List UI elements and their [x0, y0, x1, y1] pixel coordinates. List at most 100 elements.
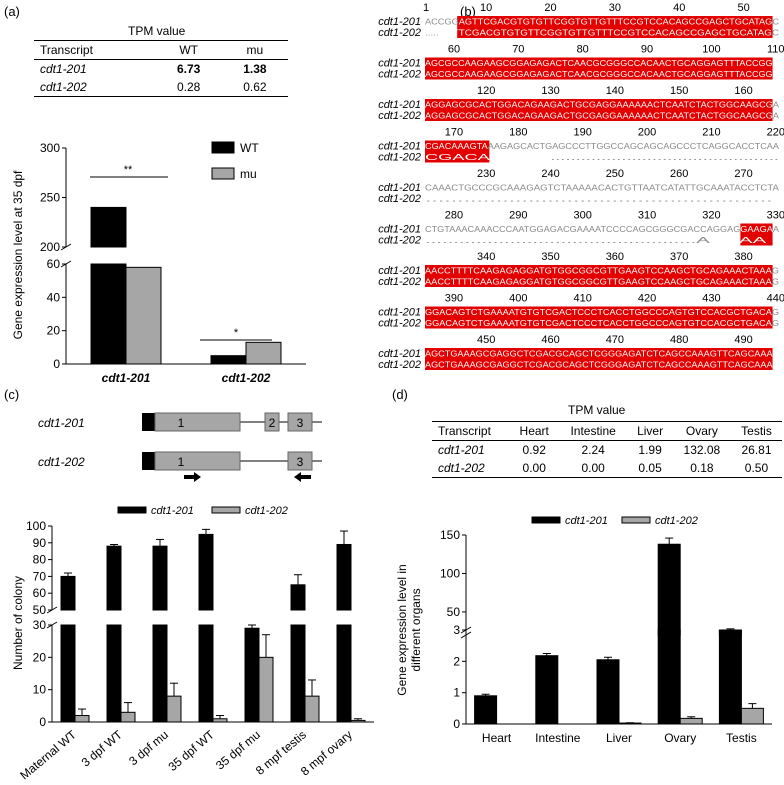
base: A — [596, 112, 603, 121]
base: A — [500, 267, 507, 276]
base: G — [510, 18, 517, 27]
base: C — [702, 142, 709, 151]
base: T — [690, 184, 696, 193]
base: A — [729, 267, 736, 276]
base: C — [657, 267, 664, 276]
base: . — [625, 195, 631, 204]
sequence-name: cdt1-202 — [378, 276, 421, 288]
base: G — [529, 70, 536, 79]
base: T — [717, 350, 723, 359]
base: T — [588, 18, 594, 27]
identity-highlight — [425, 140, 490, 152]
panel-label-b: (b) — [460, 4, 476, 19]
base: G — [492, 267, 499, 276]
position-tick: 180 — [509, 127, 527, 139]
base: A — [767, 225, 774, 234]
base: G — [575, 350, 582, 359]
base: T — [444, 225, 450, 234]
base: A — [480, 267, 487, 276]
base: G — [516, 59, 523, 68]
legend-label-201: cdt1-201 — [151, 505, 194, 517]
base: T — [468, 278, 474, 287]
base: C — [486, 184, 493, 193]
position-tick: 200 — [638, 127, 656, 139]
base: C — [748, 184, 755, 193]
x-tick-label: cdt1-201 — [102, 371, 151, 385]
base: G — [703, 59, 710, 68]
base: T — [562, 70, 568, 79]
base: G — [741, 350, 748, 359]
base: . — [657, 195, 663, 204]
base: C — [641, 29, 648, 38]
y-tick-label: 3 — [453, 623, 460, 637]
sequence-text: AGCTGAAAGCGAGGCTCGACGCAGCTCGGGAGATCTCAGC… — [425, 350, 773, 359]
base: . — [572, 236, 578, 245]
base: T — [552, 278, 558, 287]
base: G — [552, 319, 559, 328]
base: C — [452, 70, 459, 79]
base: A — [451, 142, 458, 151]
base: A — [585, 184, 592, 193]
base: G — [715, 142, 722, 151]
base: . — [764, 153, 769, 162]
base: A — [452, 319, 459, 328]
base: A — [635, 361, 642, 370]
base: T — [696, 142, 702, 151]
base: T — [465, 308, 471, 317]
base: . — [632, 153, 637, 162]
base: . — [442, 236, 448, 245]
bar-cdt1-201 — [718, 629, 742, 636]
base: . — [708, 153, 713, 162]
base: A — [717, 184, 724, 193]
base: G — [526, 184, 534, 193]
x-tick-label: 8 mpf ovary — [298, 728, 355, 779]
bar-cdt1-202 — [212, 718, 228, 723]
base: T — [572, 319, 578, 328]
base: . — [728, 153, 733, 162]
base: C — [616, 308, 623, 317]
base: G — [509, 70, 516, 79]
base: . — [759, 153, 764, 162]
base: . — [451, 195, 457, 204]
base: A — [735, 278, 742, 287]
base: G — [507, 29, 515, 38]
bar-cdt1-201 — [596, 659, 620, 725]
base: T — [683, 112, 689, 121]
y-tick-label: 10 — [33, 683, 47, 697]
base: G — [624, 184, 632, 193]
table-cell: 2.24 — [581, 443, 605, 457]
sequence-name: cdt1-202 — [378, 359, 421, 371]
base: G — [452, 18, 459, 27]
base: A — [709, 18, 716, 27]
sequence-name: cdt1-201 — [378, 307, 421, 319]
base: A — [580, 59, 587, 68]
position-tick: 300 — [574, 210, 592, 222]
base: A — [696, 236, 711, 245]
base: G — [465, 101, 472, 110]
base: A — [538, 112, 545, 121]
base: G — [523, 18, 530, 27]
base: G — [638, 267, 645, 276]
base: T — [534, 29, 540, 38]
base: T — [585, 142, 591, 151]
base: G — [638, 278, 645, 287]
base: G — [530, 112, 537, 121]
base: G — [470, 142, 477, 151]
base: A — [746, 101, 753, 110]
base: C — [690, 29, 697, 38]
base: C — [689, 18, 696, 27]
base: G — [526, 267, 533, 276]
sequence-text: CGACAAAGTAAAGAGCACTGAGCCCTTGGCCAGCAGCAGC… — [425, 142, 780, 151]
base: A — [754, 361, 761, 370]
base: A — [701, 101, 708, 110]
base: T — [724, 59, 730, 68]
base: A — [452, 153, 466, 162]
base: . — [606, 236, 612, 245]
base: G — [593, 59, 600, 68]
base: G — [579, 267, 586, 276]
base: T — [492, 112, 498, 121]
base: C — [563, 112, 570, 121]
base: G — [550, 101, 557, 110]
base: C — [674, 225, 681, 234]
base: . — [628, 236, 634, 245]
